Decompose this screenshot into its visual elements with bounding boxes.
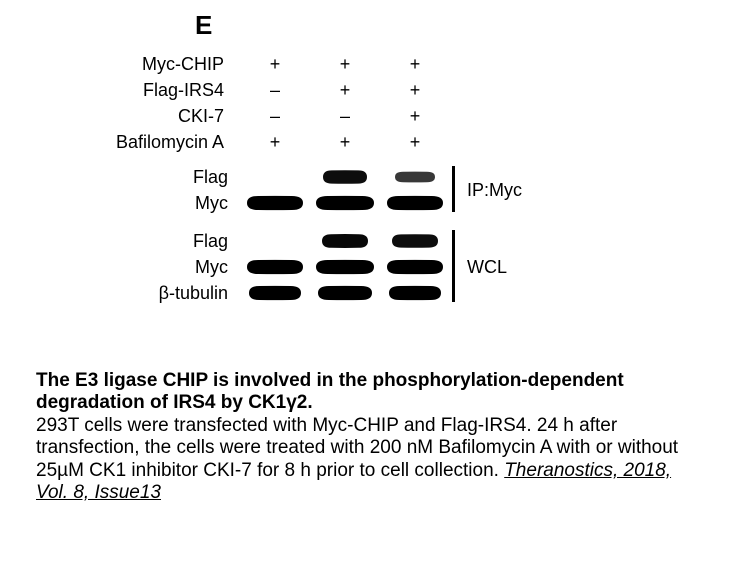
treatment-mark: + <box>310 80 380 101</box>
group-label: IP:Myc <box>461 180 522 201</box>
caption-title: The E3 ligase CHIP is involved in the ph… <box>36 370 624 413</box>
band <box>382 283 448 303</box>
group-label: WCL <box>461 257 507 278</box>
lane <box>240 256 310 278</box>
treatment-label: Myc-CHIP <box>80 54 240 75</box>
lane <box>310 192 380 214</box>
group-divider <box>452 230 455 302</box>
treatment-label: Bafilomycin A <box>80 132 240 153</box>
lane <box>380 230 450 252</box>
treatment-mark: + <box>380 106 450 127</box>
band <box>242 231 308 251</box>
band <box>242 283 308 303</box>
lane <box>240 230 310 252</box>
treatment-mark: + <box>380 54 450 75</box>
treatment-mark: + <box>380 132 450 153</box>
treatment-row: Flag-IRS4–++ <box>80 78 600 102</box>
treatment-mark: + <box>380 80 450 101</box>
blot-row: Myc <box>80 190 450 216</box>
band <box>242 193 308 213</box>
treatment-mark: – <box>240 106 310 127</box>
lane <box>380 192 450 214</box>
blot-row-label: Flag <box>80 167 240 188</box>
group-divider <box>452 166 455 212</box>
lane <box>310 166 380 188</box>
blot-row-label: Flag <box>80 231 240 252</box>
band <box>382 257 448 277</box>
lane <box>380 282 450 304</box>
treatment-label: Flag-IRS4 <box>80 80 240 101</box>
treatment-row: CKI-7––+ <box>80 104 600 128</box>
blot-group: Flag Myc IP:Myc <box>80 164 600 216</box>
band <box>242 257 308 277</box>
treatment-row: Myc-CHIP+++ <box>80 52 600 76</box>
band <box>312 257 378 277</box>
blot-row-label: Myc <box>80 193 240 214</box>
band <box>382 167 448 187</box>
blot-row: β-tubulin <box>80 280 450 306</box>
blot-groups: Flag Myc IP:Myc Flag Myc β-tubulin WCL <box>80 164 600 306</box>
treatment-label: CKI-7 <box>80 106 240 127</box>
lane <box>310 282 380 304</box>
western-blot-figure: Myc-CHIP+++Flag-IRS4–++CKI-7––+Bafilomyc… <box>80 52 600 306</box>
band <box>312 193 378 213</box>
treatment-mark: – <box>310 106 380 127</box>
lane <box>240 192 310 214</box>
blot-row: Myc <box>80 254 450 280</box>
band <box>312 283 378 303</box>
treatment-mark: + <box>310 132 380 153</box>
treatment-mark: + <box>240 132 310 153</box>
band <box>312 167 378 187</box>
lane <box>380 256 450 278</box>
band <box>382 193 448 213</box>
band <box>242 167 308 187</box>
figure-caption: The E3 ligase CHIP is involved in the ph… <box>36 370 706 504</box>
blot-row: Flag <box>80 228 450 254</box>
blot-group: Flag Myc β-tubulin WCL <box>80 228 600 306</box>
lane <box>310 256 380 278</box>
lane <box>310 230 380 252</box>
lane <box>240 282 310 304</box>
band <box>312 231 378 251</box>
lane <box>380 166 450 188</box>
treatment-mark: + <box>310 54 380 75</box>
treatment-row: Bafilomycin A+++ <box>80 130 600 154</box>
band <box>382 231 448 251</box>
treatment-table: Myc-CHIP+++Flag-IRS4–++CKI-7––+Bafilomyc… <box>80 52 600 154</box>
lane <box>240 166 310 188</box>
blot-row: Flag <box>80 164 450 190</box>
treatment-mark: – <box>240 80 310 101</box>
treatment-mark: + <box>240 54 310 75</box>
panel-letter: E <box>195 10 212 41</box>
blot-row-label: β-tubulin <box>80 283 240 304</box>
blot-row-label: Myc <box>80 257 240 278</box>
